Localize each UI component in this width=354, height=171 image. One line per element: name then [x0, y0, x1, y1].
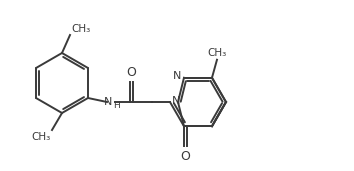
Text: O: O: [126, 66, 136, 79]
Text: N: N: [172, 96, 180, 106]
Text: CH₃: CH₃: [71, 24, 90, 34]
Text: N: N: [173, 71, 181, 81]
Text: CH₃: CH₃: [32, 132, 51, 142]
Text: N: N: [104, 97, 112, 107]
Text: O: O: [181, 150, 190, 163]
Text: CH₃: CH₃: [207, 48, 227, 58]
Text: H: H: [114, 101, 120, 110]
